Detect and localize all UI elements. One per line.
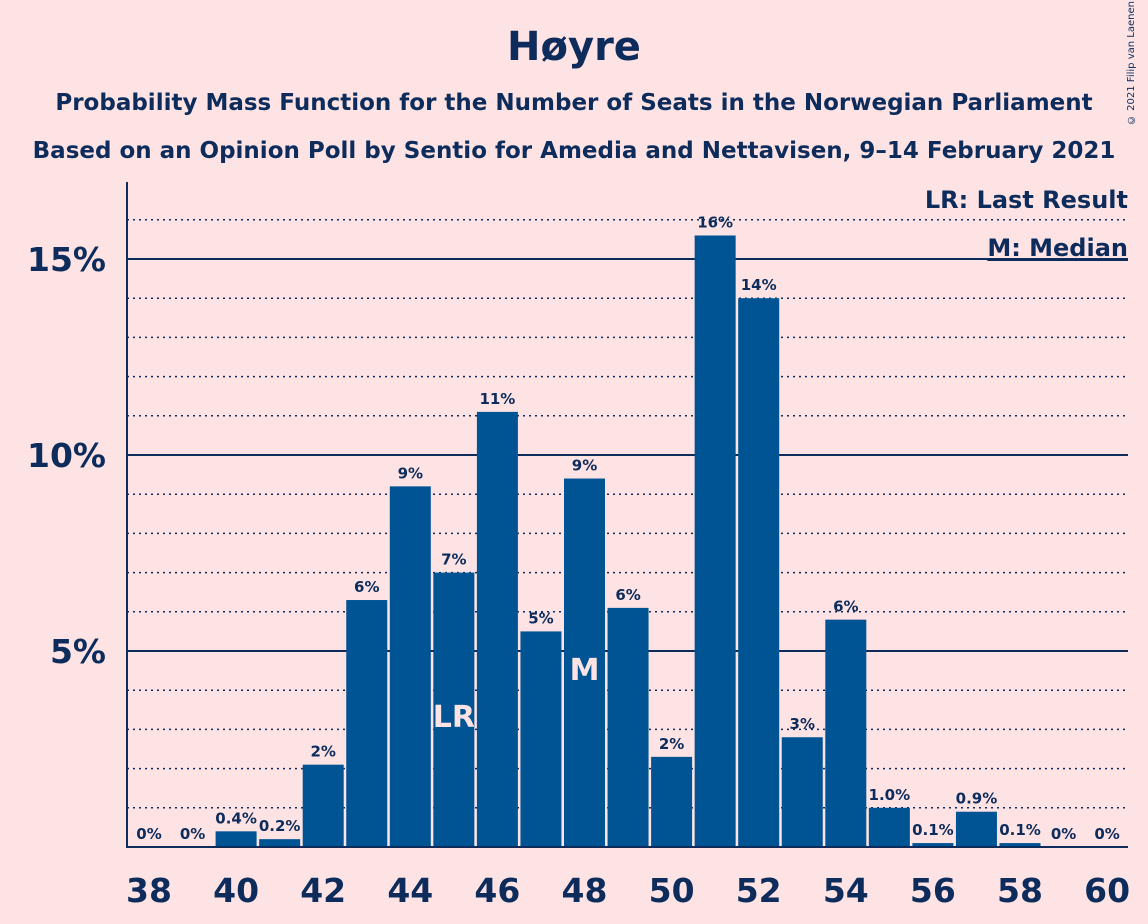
median-marker: M [570, 653, 600, 688]
data-label: 5% [528, 609, 553, 627]
x-tick-label: 38 [126, 871, 172, 910]
bar [346, 600, 388, 847]
axes: 5% 10% 15% 38 40 42 44 46 48 50 52 54 56 58 60 [27, 182, 1130, 910]
x-tick-label: 40 [213, 871, 259, 910]
bar [781, 737, 823, 847]
bar [215, 831, 257, 847]
x-tick-label: 42 [300, 871, 346, 910]
data-label: 0.2% [259, 817, 301, 835]
x-tick-label: 60 [1084, 871, 1130, 910]
x-tick-label: 54 [823, 871, 869, 910]
data-label: 7% [441, 551, 466, 569]
chart-title: Høyre [507, 24, 641, 70]
data-label: 3% [790, 715, 815, 733]
data-label: 0.1% [912, 821, 954, 839]
data-label: 14% [741, 276, 777, 294]
legend-last-result: LR: Last Result [924, 186, 1128, 214]
x-tick-label: 44 [387, 871, 433, 910]
chart-subtitle: Probability Mass Function for the Number… [55, 90, 1093, 116]
x-tick-label: 48 [562, 871, 608, 910]
bar [912, 843, 954, 847]
data-label: 0% [1051, 825, 1076, 843]
chart-source: Based on an Opinion Poll by Sentio for A… [32, 138, 1116, 164]
y-tick-label: 10% [27, 436, 106, 475]
data-label: 16% [697, 213, 733, 231]
data-label: 0.9% [956, 790, 998, 808]
data-label: 11% [479, 390, 515, 408]
bar [302, 764, 344, 847]
bar [868, 807, 910, 847]
x-tick-label: 52 [736, 871, 782, 910]
data-label: 0.1% [999, 821, 1041, 839]
bar [389, 486, 431, 847]
last-result-marker: LR [433, 700, 475, 735]
data-label: 9% [398, 464, 423, 482]
x-tick-label: 58 [997, 871, 1043, 910]
data-label: 6% [833, 598, 858, 616]
bar [694, 235, 736, 848]
x-tick-label: 56 [910, 871, 956, 910]
data-label: 6% [615, 586, 640, 604]
y-tick-label: 15% [27, 240, 106, 279]
x-tick-label: 50 [649, 871, 695, 910]
bars: 0% 0% 0.4% 0.2% 2% 6% 9% 7% 11% 5% 9% 6% 2% 16% 14% 3% 6… [136, 213, 1120, 848]
data-label: 2% [659, 735, 684, 753]
bar [476, 411, 518, 847]
data-label: 0% [180, 825, 205, 843]
bar [520, 631, 562, 847]
bar [999, 843, 1041, 847]
legend-median: M: Median [987, 234, 1128, 262]
y-tick-label: 5% [50, 632, 106, 671]
data-label: 0% [136, 825, 161, 843]
data-label: 1.0% [869, 786, 911, 804]
bar [607, 607, 649, 847]
bar [433, 572, 475, 847]
data-label: 6% [354, 578, 379, 596]
bar [564, 478, 605, 847]
bar [955, 811, 997, 847]
bar [825, 619, 867, 847]
bar [738, 298, 780, 847]
bar [259, 839, 301, 847]
data-label: 0.4% [215, 809, 257, 827]
data-label: 2% [310, 743, 335, 761]
x-tick-label: 46 [474, 871, 520, 910]
data-label: 0% [1094, 825, 1119, 843]
bar [651, 756, 693, 847]
data-label: 9% [572, 457, 597, 475]
